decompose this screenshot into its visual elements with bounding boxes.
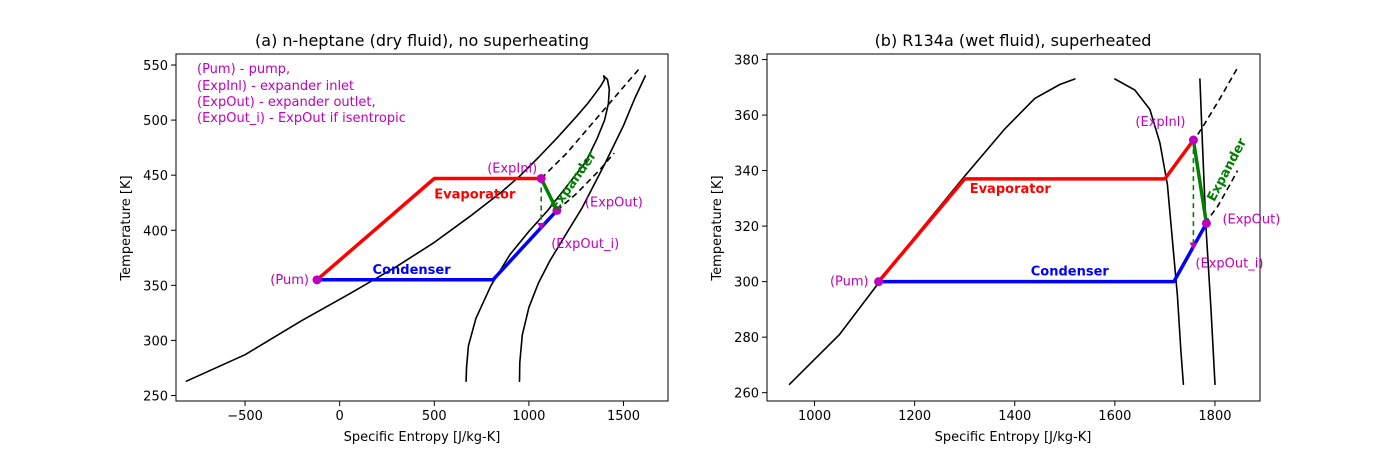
series-dome-vapor bbox=[1114, 78, 1185, 386]
process-label-condenser: Condenser bbox=[373, 263, 452, 278]
x-tick-label: 1200 bbox=[898, 409, 931, 424]
state-point-marker bbox=[1189, 242, 1198, 250]
state-point-marker bbox=[312, 275, 322, 285]
series-expander bbox=[1191, 138, 1209, 226]
state-point-label: (Pum) bbox=[270, 273, 309, 288]
plot-frame bbox=[175, 53, 669, 402]
state-point-label: (Pum) bbox=[830, 275, 869, 290]
y-tick-label: 260 bbox=[734, 387, 759, 402]
panel-a-y-axis-label: Temperature [K] bbox=[119, 175, 134, 281]
series-isobar-low-solid bbox=[518, 75, 647, 383]
y-tick-label: 320 bbox=[734, 220, 759, 235]
series-expander bbox=[539, 176, 559, 213]
note-line-3: (ExpOut) - expander outlet, bbox=[197, 95, 376, 110]
series-isobar-high bbox=[1191, 67, 1239, 144]
series-evaporator bbox=[876, 138, 1196, 284]
x-tick-label: 1000 bbox=[798, 409, 831, 424]
y-tick-label: 250 bbox=[143, 389, 168, 404]
state-point-label: (ExpOut) bbox=[585, 195, 643, 210]
state-point-marker bbox=[552, 205, 562, 215]
panel-b-title: (b) R134a (wet fluid), superheated bbox=[875, 31, 1152, 50]
x-tick-label: 1000 bbox=[512, 409, 545, 424]
state-point-marker bbox=[1188, 135, 1198, 145]
panel-a-legend-note: (Pum) - pump, (ExpInl) - expander inlet … bbox=[197, 62, 406, 126]
panel-b-y-axis-label: Temperature [K] bbox=[710, 175, 725, 281]
series-dome-liquid bbox=[185, 75, 606, 383]
series-isobar-high bbox=[540, 66, 642, 180]
series-condenser bbox=[315, 208, 559, 282]
x-tick-label: 1400 bbox=[998, 409, 1031, 424]
process-label-evaporator: Evaporator bbox=[970, 182, 1052, 197]
state-point-label: (ExpInl) bbox=[1135, 115, 1185, 130]
panel-b-x-axis-label: Specific Entropy [J/kg-K] bbox=[935, 430, 1092, 445]
panel-a-title: (a) n-heptane (dry fluid), no superheati… bbox=[255, 31, 589, 50]
state-point-marker bbox=[874, 277, 884, 287]
state-point-marker bbox=[537, 222, 546, 230]
note-line-4: (ExpOut_i) - ExpOut if isentropic bbox=[197, 111, 406, 126]
plot-frame bbox=[766, 53, 1261, 402]
note-line-2: (ExpInl) - expander inlet bbox=[197, 79, 354, 94]
state-point-marker bbox=[1201, 218, 1211, 228]
y-tick-label: 300 bbox=[734, 276, 759, 291]
series-dome-vapor bbox=[465, 75, 611, 383]
series-isobar-low bbox=[1204, 170, 1239, 224]
state-point-label: (ExpInl) bbox=[487, 161, 537, 176]
y-tick-label: 380 bbox=[734, 54, 759, 69]
y-tick-label: 500 bbox=[143, 114, 168, 129]
state-point-label: (ExpOut_i) bbox=[1195, 257, 1263, 272]
process-label-evaporator: Evaporator bbox=[434, 187, 516, 202]
note-line-1: (Pum) - pump, bbox=[197, 62, 290, 77]
y-tick-label: 300 bbox=[143, 334, 168, 349]
y-tick-label: 450 bbox=[143, 169, 168, 184]
series-dome-liquid bbox=[788, 78, 1076, 386]
x-tick-label: 1800 bbox=[1198, 409, 1231, 424]
series-evaporator bbox=[315, 176, 543, 282]
x-tick-label: 1500 bbox=[607, 409, 640, 424]
y-tick-label: 360 bbox=[734, 109, 759, 124]
panel-a-x-axis-label: Specific Entropy [J/kg-K] bbox=[344, 430, 501, 445]
state-point-label: (ExpOut_i) bbox=[551, 237, 619, 252]
process-label-condenser: Condenser bbox=[1031, 265, 1110, 280]
y-tick-label: 550 bbox=[143, 59, 168, 74]
state-point-marker bbox=[536, 173, 546, 183]
x-tick-label: 0 bbox=[336, 409, 344, 424]
y-tick-label: 340 bbox=[734, 165, 759, 180]
x-tick-label: −500 bbox=[227, 409, 263, 424]
x-tick-label: 1600 bbox=[1098, 409, 1131, 424]
state-point-label: (ExpOut) bbox=[1222, 212, 1280, 227]
y-tick-label: 400 bbox=[143, 224, 168, 239]
x-tick-label: 500 bbox=[422, 409, 447, 424]
series-isobar-low bbox=[556, 152, 615, 212]
panel-a: (a) n-heptane (dry fluid), no superheati… bbox=[119, 31, 669, 445]
y-tick-label: 350 bbox=[143, 279, 168, 294]
y-tick-label: 280 bbox=[734, 331, 759, 346]
